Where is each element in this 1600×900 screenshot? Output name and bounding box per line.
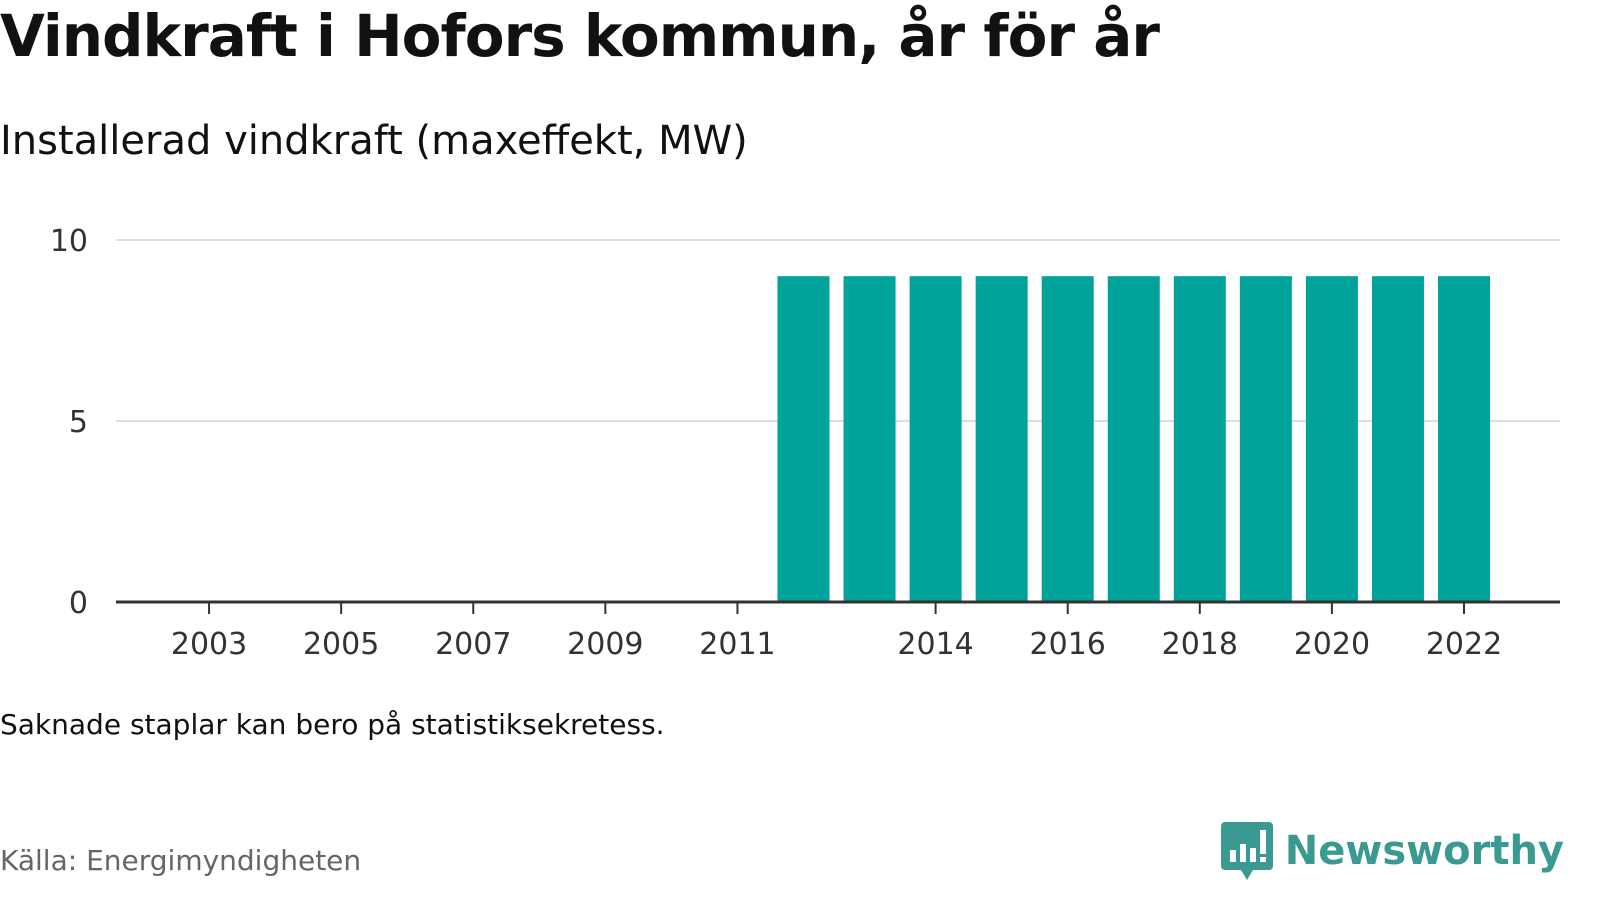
- x-tick-label: 2003: [171, 627, 247, 662]
- chart-subtitle: Installerad vindkraft (maxeffekt, MW): [0, 118, 748, 164]
- bar-2018: [1173, 276, 1226, 602]
- bar-2019: [1239, 276, 1292, 602]
- chart-title: Vindkraft i Hofors kommun, år för år: [0, 2, 1160, 70]
- x-tick-label: 2007: [435, 627, 511, 662]
- x-tick-label: 2020: [1294, 627, 1370, 662]
- y-tick-label: 10: [50, 224, 88, 259]
- bar-2015: [975, 276, 1028, 602]
- footnote: Saknade staplar kan bero på statistiksek…: [0, 708, 665, 741]
- x-tick-label: 2016: [1030, 627, 1106, 662]
- bar-chart: 0 5 10 2003 2005 2007 2009 2011 2014 2016 2018 2020…: [50, 224, 1560, 662]
- newsworthy-logo-icon: [1220, 822, 1273, 880]
- bar-2016: [1041, 276, 1094, 602]
- brand-logo: Newsworthy: [1220, 822, 1564, 880]
- source-credit: Källa: Energimyndigheten: [0, 844, 362, 877]
- y-tick-label: 0: [69, 586, 88, 621]
- bar-2022: [1438, 276, 1490, 602]
- bar-2013: [843, 276, 896, 602]
- x-tick-label: 2005: [303, 627, 379, 662]
- x-tick-label: 2014: [897, 627, 973, 662]
- x-tick-label: 2009: [567, 627, 643, 662]
- x-tick-label: 2011: [699, 627, 775, 662]
- bar-2012: [777, 276, 830, 602]
- x-tick-label: 2018: [1162, 627, 1238, 662]
- x-tick-label: 2022: [1426, 627, 1502, 662]
- bar-2017: [1107, 276, 1160, 602]
- bar-2014: [909, 276, 962, 602]
- bar-2020: [1305, 276, 1358, 602]
- y-tick-label: 5: [69, 405, 88, 440]
- brand-name: Newsworthy: [1284, 828, 1564, 874]
- bar-2021: [1371, 276, 1424, 602]
